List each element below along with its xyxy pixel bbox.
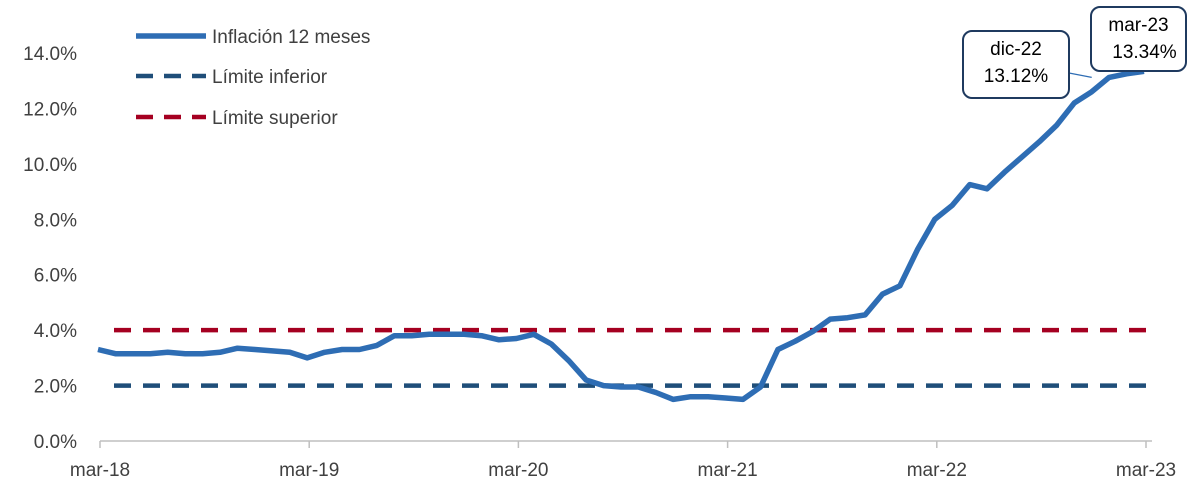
callout-box bbox=[1090, 6, 1187, 72]
y-tick-label: 12.0% bbox=[23, 99, 77, 120]
y-tick-label: 4.0% bbox=[34, 321, 77, 342]
x-tick-label: mar-18 bbox=[70, 460, 130, 481]
x-tick-label: mar-20 bbox=[488, 460, 548, 481]
inflation-series bbox=[97, 68, 1145, 403]
callout-value: 13.34% bbox=[1112, 42, 1177, 63]
x-tick-label: mar-22 bbox=[907, 460, 967, 481]
y-tick-label: 2.0% bbox=[34, 377, 77, 398]
x-tick-label: mar-23 bbox=[1116, 460, 1176, 481]
y-tick-label: 14.0% bbox=[23, 44, 77, 65]
callout-value: 13.12% bbox=[984, 66, 1049, 87]
legend: Inflación 12 meses Límite inferior Límite … bbox=[136, 27, 370, 129]
y-tick-label: 0.0% bbox=[34, 432, 77, 453]
inflacion-line bbox=[97, 68, 1145, 403]
y-axis-ticks: 0.0% 2.0% 4.0% 6.0% 8.0% 10.0% 12.0% 14.0% bbox=[23, 44, 77, 453]
legend-label: Límite superior bbox=[212, 108, 338, 129]
legend-label: Inflación 12 meses bbox=[212, 27, 370, 48]
callout-leader bbox=[1068, 72, 1092, 78]
x-axis: mar-18 mar-19 mar-20 mar-21 mar-22 mar-23 bbox=[70, 440, 1176, 481]
x-tick-label: mar-21 bbox=[698, 460, 758, 481]
legend-label: Límite inferior bbox=[212, 67, 328, 88]
callout-box bbox=[962, 30, 1070, 99]
y-tick-label: 10.0% bbox=[23, 155, 77, 176]
callout-date: dic-22 bbox=[990, 39, 1042, 60]
y-tick-label: 6.0% bbox=[34, 266, 77, 287]
callout-date: mar-23 bbox=[1108, 15, 1168, 36]
y-tick-label: 8.0% bbox=[34, 210, 77, 231]
callouts: dic-22 13.12% mar-23 13.34% bbox=[962, 6, 1187, 99]
limit-lines bbox=[114, 327, 1148, 388]
x-tick-label: mar-19 bbox=[279, 460, 339, 481]
